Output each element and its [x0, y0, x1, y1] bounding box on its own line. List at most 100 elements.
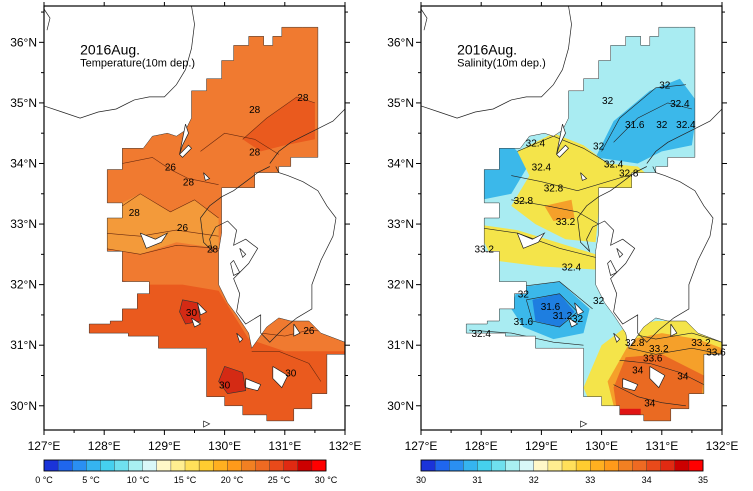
salinity-yellow-area [511, 133, 656, 243]
temperature-contour-label: 28 [207, 244, 219, 255]
salinity-map-title: 2016Aug. [457, 41, 517, 57]
temperature-colorbar-label: 30 °C [315, 475, 338, 485]
salinity-orange-patch [544, 199, 575, 221]
salinity-contour-label: 32 [518, 290, 530, 301]
salinity-contour-label: 32 [656, 120, 668, 131]
temperature-lon-tick-label: 129°E [148, 439, 181, 453]
temperature-lat-tick-label: 32°N [10, 278, 37, 292]
salinity-contour-label: 31.6 [625, 120, 645, 131]
salinity-lon-tick-label: 127°E [405, 439, 438, 453]
salinity-coastline [516, 232, 546, 249]
salinity-colorbar-swatch [618, 459, 633, 472]
temperature-cool-area [104, 193, 219, 255]
salinity-coastline [556, 123, 566, 155]
temperature-colorbar-label: 15 °C [174, 475, 197, 485]
salinity-colorbar-swatch [547, 459, 563, 472]
salinity-contour-label: 34 [632, 365, 644, 376]
temperature-coastline [200, 166, 337, 343]
temperature-colorbar-swatch [241, 459, 256, 472]
temperature-lat-tick-label: 33°N [10, 217, 37, 231]
temperature-colorbar-swatch [57, 459, 73, 472]
temperature-contour-label: 28 [297, 93, 309, 104]
salinity-lon-tick-label: 130°E [585, 439, 618, 453]
salinity-contour-label: 33.2 [691, 338, 711, 349]
salinity-contour-label: 32.4 [676, 120, 696, 131]
salinity-coastline [574, 302, 585, 316]
temperature-colorbar-swatch [86, 459, 101, 472]
salinity-colorbar-swatch [463, 459, 478, 472]
salinity-field [466, 27, 722, 421]
salinity-colorbar-swatch [448, 459, 464, 472]
temperature-lat-tick-label: 35°N [10, 96, 37, 110]
temperature-coastline [197, 302, 208, 316]
temperature-colorbar-swatch [198, 459, 214, 472]
salinity-contour-label: 32 [593, 296, 605, 307]
temperature-colorbar-label: 5 °C [82, 475, 100, 485]
salinity-coastline [568, 317, 579, 328]
salinity-coastline [420, 5, 572, 119]
temperature-colorbar-label: 20 °C [221, 475, 244, 485]
salinity-isoline [511, 172, 638, 192]
salinity-contour-label: 32.4 [562, 262, 582, 273]
temperature-colorbar-swatch [311, 459, 327, 472]
temperature-contour-label: 30 [186, 308, 198, 319]
salinity-isoline [511, 199, 599, 225]
temperature-isoline [251, 350, 322, 382]
salinity-lat-tick-label: 31°N [387, 338, 414, 352]
temperature-colorbar-swatch [297, 459, 313, 472]
temperature-domain-outline [88, 26, 346, 422]
salinity-coastline [613, 332, 621, 343]
temperature-contour-label: 28 [249, 105, 261, 116]
temperature-map-title: 2016Aug. [80, 41, 140, 57]
salinity-contour-label: 32 [602, 96, 614, 107]
temperature-colorbar-swatch [142, 459, 158, 472]
salinity-contour-label: 32.4 [670, 99, 690, 110]
temperature-coastline [43, 8, 51, 31]
salinity-map-panel: 32 32 32.4 31.6 32 32.4 32.4 32 32.4 32.8 32.4 32.8… [377, 0, 753, 486]
salinity-colorbar-swatch [646, 459, 662, 472]
salinity-contour-label: 33.2 [556, 217, 576, 228]
salinity-colorbar-swatch [575, 459, 591, 472]
temperature-coastline [236, 332, 244, 343]
salinity-contour-label: 33.2 [649, 344, 669, 355]
temperature-colorbar-swatch [227, 459, 242, 472]
temperature-coastline [272, 366, 289, 389]
salinity-contour-label: 32.4 [532, 163, 552, 174]
temperature-colorbar-swatch [212, 459, 228, 472]
temperature-colorbar-swatch [71, 459, 87, 472]
temperature-colorbar-swatch [170, 459, 186, 472]
salinity-colorbar-swatch [589, 459, 605, 472]
salinity-isoline [619, 360, 705, 385]
salinity-lowest-area [532, 293, 575, 327]
temperature-colorbar-label: 10 °C [127, 475, 150, 485]
temperature-lon-tick-label: 128°E [88, 439, 121, 453]
salinity-isoline [628, 347, 722, 355]
salinity-colorbar-swatch [477, 459, 493, 472]
salinity-coastline [649, 366, 666, 389]
salinity-contour-label: 32.8 [514, 196, 534, 207]
temperature-colorbar-swatch [156, 459, 172, 472]
temperature-lat-tick-label: 34°N [10, 156, 37, 170]
salinity-contour-label: 32.8 [625, 338, 645, 349]
temperature-map-subtitle: Temperature(10m dep.) [80, 58, 195, 70]
salinity-lon-tick-label: 129°E [525, 439, 558, 453]
salinity-lat-tick-label: 36°N [387, 35, 414, 49]
temperature-contour-label: 30 [285, 368, 297, 379]
temperature-map-frame [43, 5, 346, 431]
temperature-coastline [203, 420, 211, 428]
salinity-coastline [607, 260, 618, 277]
salinity-coastline [580, 172, 588, 181]
salinity-lat-tick-label: 30°N [387, 399, 414, 413]
salinity-colorbar-swatch [434, 459, 450, 472]
temperature-isoline [242, 96, 315, 140]
salinity-coastline [622, 378, 639, 392]
salinity-map-frame [420, 5, 723, 431]
salinity-colorbar-label: 32 [529, 475, 539, 485]
temperature-colorbar-swatch [128, 459, 144, 472]
salinity-colorbar-label: 31 [472, 475, 482, 485]
temperature-colorbar-frame [43, 459, 327, 472]
salinity-coastline [556, 144, 569, 158]
salinity-isoline [601, 84, 686, 152]
salinity-base-fill [466, 27, 722, 421]
